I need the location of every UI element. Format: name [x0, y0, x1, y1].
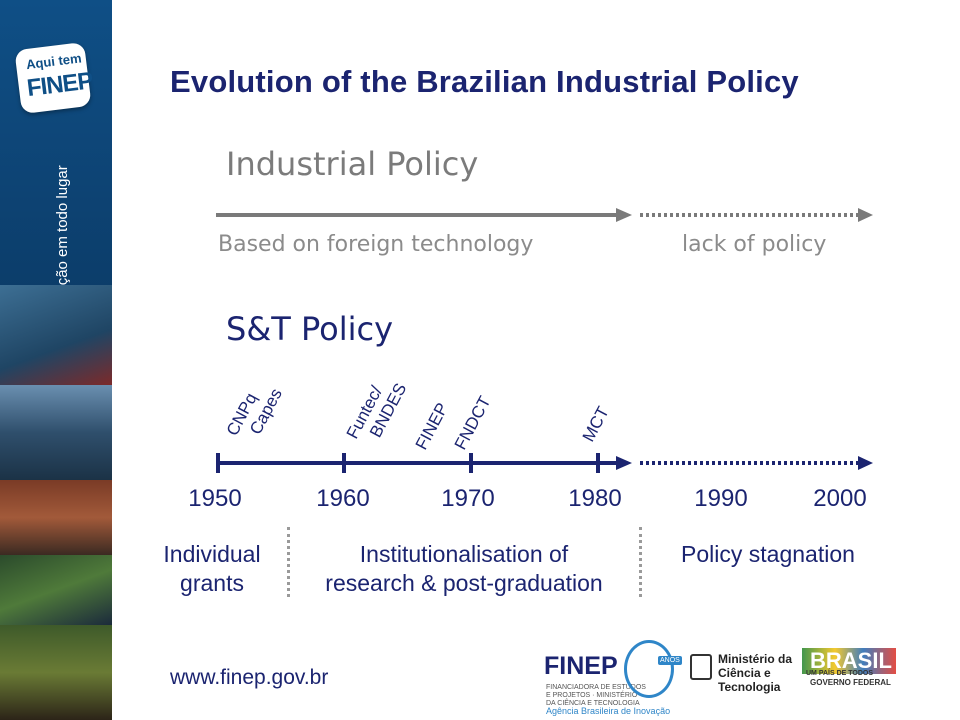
period-divider: [639, 527, 642, 597]
ministry-name: Ministério da Ciência e Tecnologia: [718, 652, 793, 694]
period-institutionalisation: Institutionalisation of research & post-…: [325, 541, 603, 596]
industrial-policy-heading: Industrial Policy: [226, 145, 479, 183]
brasil-wordmark: BRASIL: [810, 648, 892, 673]
inst-label-funtec-bndes: Funtec/ BNDES: [343, 371, 411, 452]
governo-federal-text: GOVERNO FEDERAL: [810, 678, 891, 687]
industrial-dotted-arrowhead: [858, 208, 873, 222]
finep-logo-name: FINEP: [544, 652, 618, 680]
brasil-wordmark-colors: [802, 648, 896, 674]
segment-foreign-technology: Based on foreign technology: [218, 232, 534, 257]
lab-photo: [0, 555, 112, 625]
industry-photo: [0, 480, 112, 555]
period-divider: [287, 527, 290, 597]
finep-40-anos-logo: FINEP FINANCIADORA DE ESTUDOS E PROJETOS…: [544, 640, 682, 716]
period-policy-stagnation: Policy stagnation: [681, 541, 855, 567]
inst-label-cnpq-capes: CNPq Capes: [223, 376, 286, 448]
period-individual-grants: Individual grants: [163, 541, 261, 596]
brasil-gov-logo: BRASIL UM PAÍS DE TODOS GOVERNO FEDERAL: [802, 648, 898, 688]
year-label: 1990: [694, 485, 748, 512]
industrial-solid-arrowhead: [616, 208, 632, 222]
seedlings-photo: [0, 625, 112, 720]
sidebar-panel: Aqui tem FINEP Inovação em todo lugar: [0, 0, 112, 720]
anos-badge: ANOS: [658, 656, 682, 665]
year-label: 2000: [813, 485, 867, 512]
year-label: 1980: [568, 485, 622, 512]
year-label: 1960: [316, 485, 370, 512]
finep-40-ring: [624, 640, 674, 698]
inst-label-finep: FINEP: [412, 400, 452, 453]
finep-tagline: Agência Brasileira de Inovação: [546, 706, 671, 716]
footer-url: www.finep.gov.br: [170, 666, 329, 689]
year-label: 1950: [188, 485, 242, 512]
coat-of-arms-icon: [690, 654, 712, 680]
st-policy-heading: S&T Policy: [226, 310, 394, 348]
year-label: 1970: [441, 485, 495, 512]
inst-label-fndct: FNDCT: [451, 393, 495, 453]
offshore-photo: [0, 285, 112, 385]
st-dotted-arrowhead: [858, 456, 873, 470]
slide-title: Evolution of the Brazilian Industrial Po…: [170, 64, 799, 99]
refinery-photo: [0, 385, 112, 480]
finep-logo-sub: FINANCIADORA DE ESTUDOS E PROJETOS · MIN…: [546, 684, 646, 707]
inst-label-mct: MCT: [579, 403, 613, 444]
st-solid-arrowhead: [616, 456, 632, 470]
segment-lack-of-policy: lack of policy: [682, 232, 827, 257]
brasil-subtitle: UM PAÍS DE TODOS: [806, 670, 874, 677]
